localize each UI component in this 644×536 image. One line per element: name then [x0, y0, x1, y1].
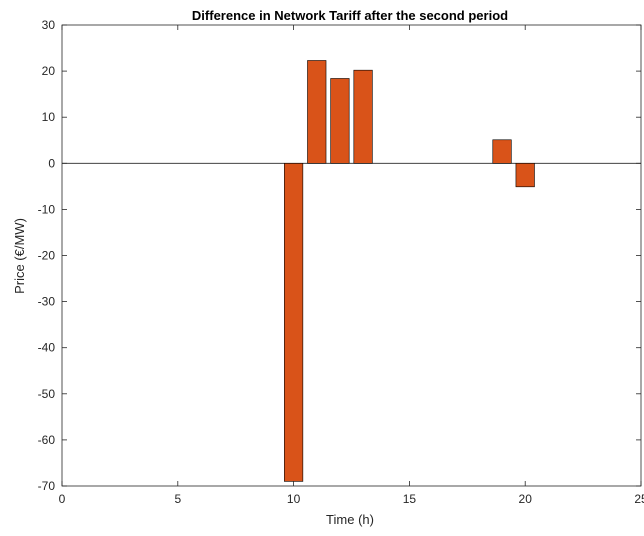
x-tick-label: 0 [59, 492, 66, 506]
bar-t10 [284, 163, 304, 482]
y-tick-label: 10 [42, 110, 56, 124]
x-tick-label: 20 [519, 492, 533, 506]
y-tick-label: -40 [38, 341, 56, 355]
x-tick-label: 25 [634, 492, 644, 506]
y-tick-label: 0 [48, 156, 55, 170]
bar-t20 [515, 163, 535, 188]
y-tick-label: -50 [38, 387, 56, 401]
x-tick-label: 5 [174, 492, 181, 506]
bar-t13 [353, 69, 373, 164]
x-tick-label: 10 [287, 492, 301, 506]
y-tick-label: 20 [42, 64, 56, 78]
bar-t12 [330, 78, 350, 164]
y-tick-label: -10 [38, 202, 56, 216]
y-tick-label: -20 [38, 249, 56, 263]
bar-t19 [492, 139, 512, 164]
x-axis-title: Time (h) [326, 512, 374, 527]
y-tick-label: -30 [38, 295, 56, 309]
bar-t11 [307, 60, 327, 164]
y-tick-label: 30 [42, 18, 56, 32]
y-axis-title: Price (€/MW) [12, 218, 27, 294]
chart-title: Difference in Network Tariff after the s… [192, 8, 508, 23]
y-tick-label: -60 [38, 433, 56, 447]
plot-frame [61, 24, 642, 487]
plot-area: 0 5 10 15 20 25 -70 -60 -50 -40 -30 -20 -10 0 10 20 30 [38, 18, 644, 506]
x-tick-label: 15 [403, 492, 417, 506]
y-tick-label: -70 [38, 479, 56, 493]
